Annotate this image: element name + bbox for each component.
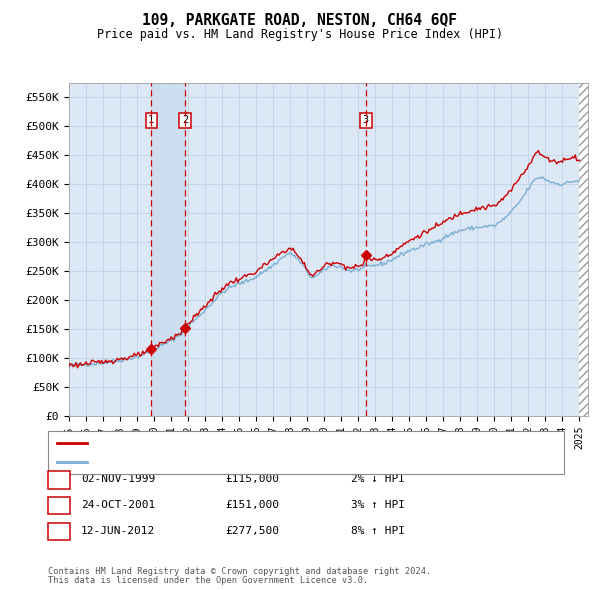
Bar	[151, 83, 185, 416]
Text: 24-OCT-2001: 24-OCT-2001	[81, 500, 155, 510]
Text: 1: 1	[148, 115, 154, 125]
Text: 109, PARKGATE ROAD, NESTON, CH64 6QF (detached house): 109, PARKGATE ROAD, NESTON, CH64 6QF (de…	[93, 438, 411, 448]
Text: 3: 3	[55, 526, 62, 536]
Text: 2: 2	[182, 115, 188, 125]
Text: Price paid vs. HM Land Registry's House Price Index (HPI): Price paid vs. HM Land Registry's House …	[97, 28, 503, 41]
Text: HPI: Average price, detached house, Cheshire West and Chester: HPI: Average price, detached house, Ches…	[93, 457, 459, 467]
Text: This data is licensed under the Open Government Licence v3.0.: This data is licensed under the Open Gov…	[48, 576, 368, 585]
Text: Contains HM Land Registry data © Crown copyright and database right 2024.: Contains HM Land Registry data © Crown c…	[48, 567, 431, 576]
Text: £115,000: £115,000	[225, 474, 279, 484]
Text: £277,500: £277,500	[225, 526, 279, 536]
Text: 3: 3	[362, 115, 369, 125]
Text: 8% ↑ HPI: 8% ↑ HPI	[351, 526, 405, 536]
Text: 2: 2	[55, 500, 62, 510]
Text: 12-JUN-2012: 12-JUN-2012	[81, 526, 155, 536]
Text: £151,000: £151,000	[225, 500, 279, 510]
Text: 2% ↓ HPI: 2% ↓ HPI	[351, 474, 405, 484]
Bar	[580, 83, 589, 416]
Text: 1: 1	[55, 474, 62, 484]
Text: 109, PARKGATE ROAD, NESTON, CH64 6QF: 109, PARKGATE ROAD, NESTON, CH64 6QF	[143, 13, 458, 28]
Text: 02-NOV-1999: 02-NOV-1999	[81, 474, 155, 484]
Text: 3% ↑ HPI: 3% ↑ HPI	[351, 500, 405, 510]
